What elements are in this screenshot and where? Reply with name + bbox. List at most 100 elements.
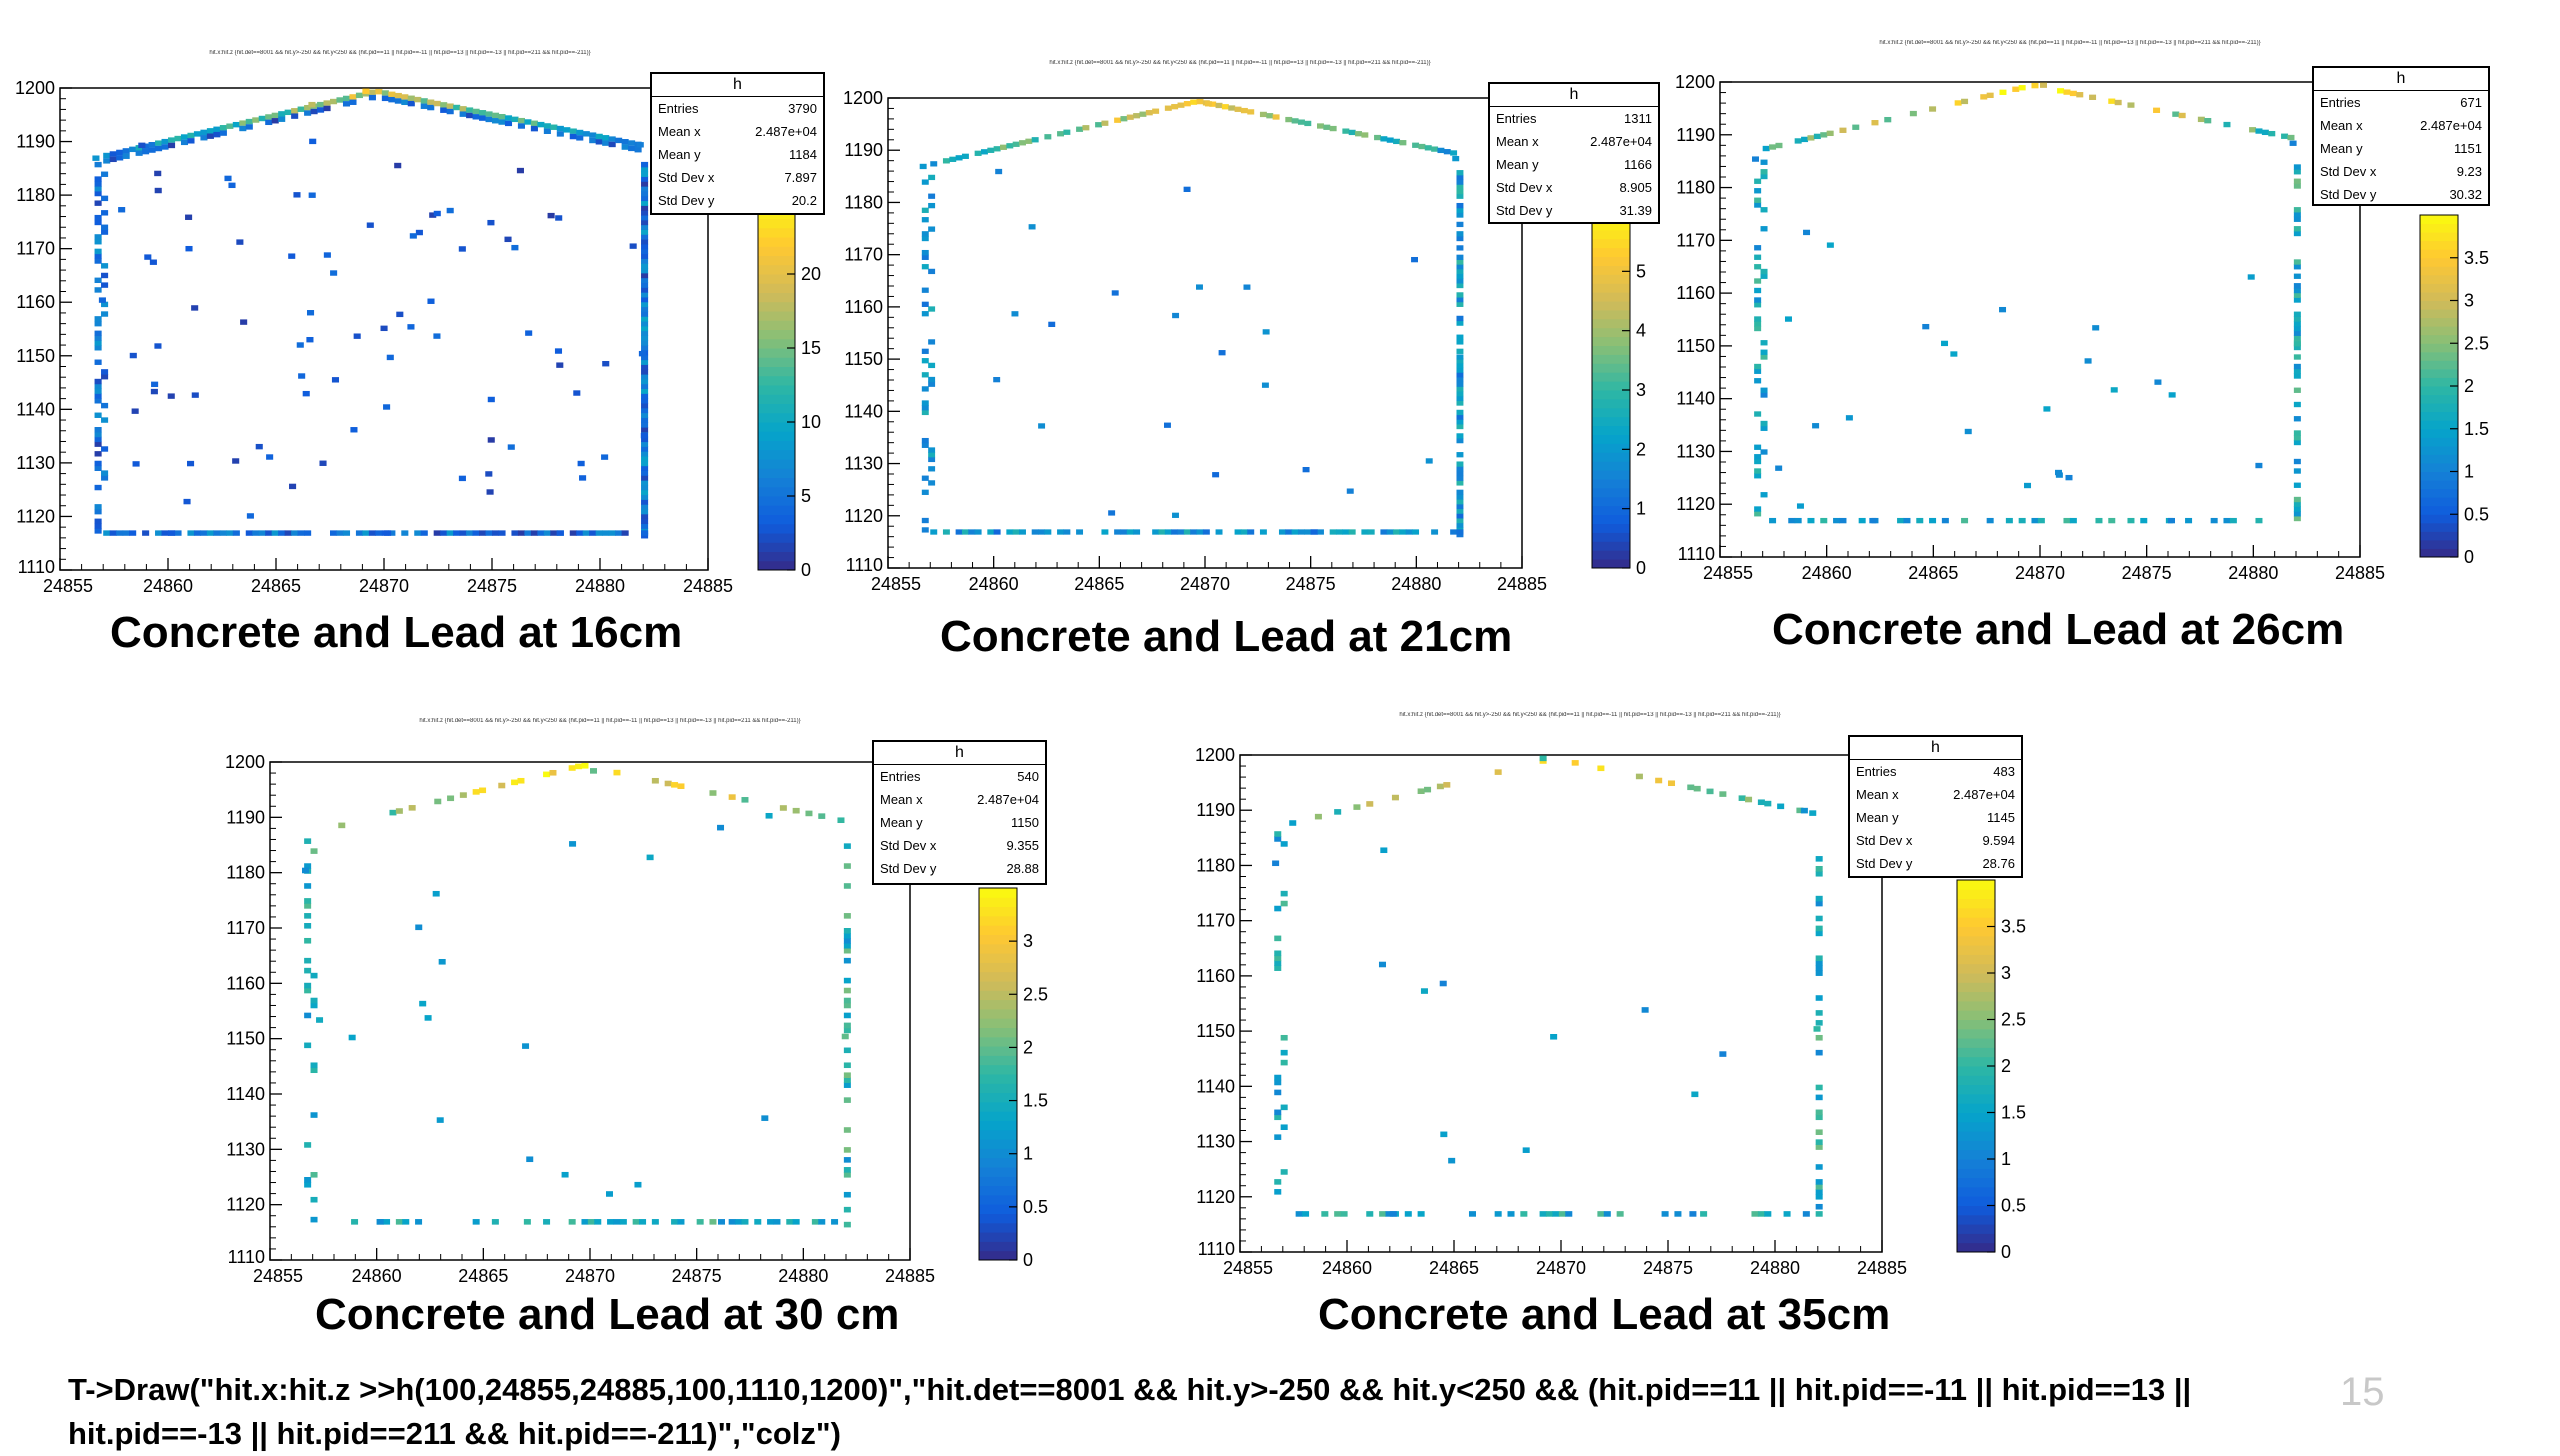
- heatmap-bin: [504, 115, 513, 121]
- heatmap-bin: [511, 116, 519, 123]
- heatmap-bin: [1190, 529, 1198, 535]
- heatmap-bin: [1380, 136, 1388, 142]
- heatmap-bin: [2293, 297, 2301, 303]
- heatmap-bin: [843, 913, 851, 919]
- heatmap-bin: [641, 210, 649, 216]
- y-tick-label: 1200: [843, 88, 883, 108]
- colorbar-segment: [2420, 445, 2458, 455]
- heatmap-bin: [928, 193, 936, 199]
- heatmap-bin: [1126, 114, 1134, 120]
- heatmap-bin: [446, 207, 454, 214]
- heatmap-bin: [167, 393, 175, 399]
- heatmap-bin: [2063, 517, 2071, 524]
- heatmap-bin: [1114, 117, 1122, 123]
- heatmap-bin: [330, 270, 338, 276]
- heatmap-bin: [561, 1171, 569, 1178]
- heatmap-bin: [1380, 847, 1388, 854]
- heatmap-bin: [2154, 379, 2162, 385]
- heatmap-bin: [122, 530, 130, 536]
- colorbar-segment: [2420, 249, 2458, 259]
- colorbar-segment: [1592, 532, 1630, 542]
- heatmap-bin: [589, 132, 597, 138]
- heatmap-bin: [2293, 273, 2301, 279]
- heatmap-bin: [1420, 988, 1428, 994]
- heatmap-bin: [1754, 254, 1762, 260]
- heatmap-bin: [843, 1062, 851, 1069]
- colorbar-segment: [758, 338, 795, 349]
- heatmap-bin: [1314, 813, 1322, 820]
- heatmap-bin: [94, 484, 102, 491]
- heatmap-bin: [98, 297, 106, 303]
- heatmap-bin: [498, 113, 506, 120]
- heatmap-bin: [289, 483, 297, 490]
- heatmap-bin: [641, 263, 649, 269]
- heatmap-bin: [466, 112, 474, 119]
- heatmap-bin: [1274, 1079, 1282, 1086]
- heatmap-bin: [1815, 1164, 1823, 1170]
- heatmap-bin: [101, 301, 109, 308]
- heatmap-bin: [921, 231, 929, 237]
- heatmap-bin: [224, 175, 232, 182]
- heatmap-bin: [1456, 372, 1464, 378]
- heatmap-bin: [1807, 517, 1815, 524]
- heatmap-bin: [1980, 94, 1988, 100]
- heatmap-bin: [837, 817, 845, 824]
- colorbar-segment: [2420, 309, 2458, 319]
- heatmap-bin: [1456, 466, 1464, 472]
- heatmap-bin: [717, 824, 725, 831]
- colorbar-segment: [2420, 283, 2458, 293]
- heatmap-bin: [843, 1191, 851, 1198]
- stats-value: 20.2: [791, 193, 817, 208]
- colorbar-segment: [1957, 1214, 1995, 1225]
- heatmap-bin: [1297, 529, 1305, 535]
- heatmap-bin: [1450, 150, 1458, 156]
- heatmap-bin: [206, 128, 214, 134]
- colorbar-segment: [758, 274, 795, 284]
- heatmap-bin: [921, 235, 929, 242]
- heatmap-bin: [634, 1181, 642, 1188]
- colorbar-segment: [758, 385, 795, 395]
- heatmap-bin: [1190, 99, 1198, 105]
- colorbar-segment: [979, 1055, 1017, 1066]
- stats-value: 2.487e+04: [1953, 787, 2015, 802]
- heatmap-bin: [1546, 1211, 1554, 1217]
- colorbar-tick-label: 2.5: [2001, 1010, 2026, 1030]
- heatmap-bin: [1815, 856, 1823, 862]
- heatmap-bin: [921, 348, 929, 354]
- heatmap-bin: [1274, 1074, 1282, 1081]
- heatmap-bin: [792, 1219, 800, 1225]
- heatmap-bin: [1440, 1131, 1448, 1138]
- heatmap-bin: [569, 841, 577, 847]
- heatmap-bin: [641, 214, 649, 221]
- y-tick-label: 1200: [1675, 72, 1715, 92]
- heatmap-bin: [677, 783, 685, 789]
- heatmap-bin: [1196, 98, 1204, 105]
- heatmap-bin: [613, 769, 621, 776]
- heatmap-bin: [516, 167, 524, 174]
- colorbar-segment: [1592, 372, 1630, 382]
- heatmap-bin: [213, 530, 221, 536]
- colorbar-segment: [979, 897, 1017, 908]
- heatmap-bin: [1820, 132, 1828, 138]
- heatmap-bin: [1745, 796, 1753, 803]
- heatmap-bin: [1507, 1211, 1515, 1217]
- heatmap-bin: [103, 530, 111, 536]
- heatmap-bin: [1259, 111, 1267, 118]
- heatmap-bin: [427, 99, 435, 105]
- heatmap-bin: [1754, 468, 1762, 474]
- colorbar-tick-label: 20: [801, 264, 821, 284]
- heatmap-bin: [440, 107, 448, 113]
- heatmap-bin: [921, 249, 929, 256]
- heatmap-bin: [1417, 788, 1425, 794]
- heatmap-bin: [761, 1115, 769, 1121]
- heatmap-bin: [187, 138, 195, 144]
- heatmap-bin: [1839, 127, 1847, 133]
- chart-caption: Concrete and Lead at 35cm: [1318, 1290, 1891, 1339]
- heatmap-bin: [1954, 100, 1962, 106]
- heatmap-bin: [641, 393, 649, 399]
- heatmap-bin: [1961, 98, 1969, 105]
- y-tick-label: 1180: [1196, 855, 1235, 875]
- colorbar-tick-label: 0: [1023, 1250, 1033, 1270]
- heatmap-bin: [94, 431, 102, 438]
- heatmap-bin: [843, 1147, 851, 1153]
